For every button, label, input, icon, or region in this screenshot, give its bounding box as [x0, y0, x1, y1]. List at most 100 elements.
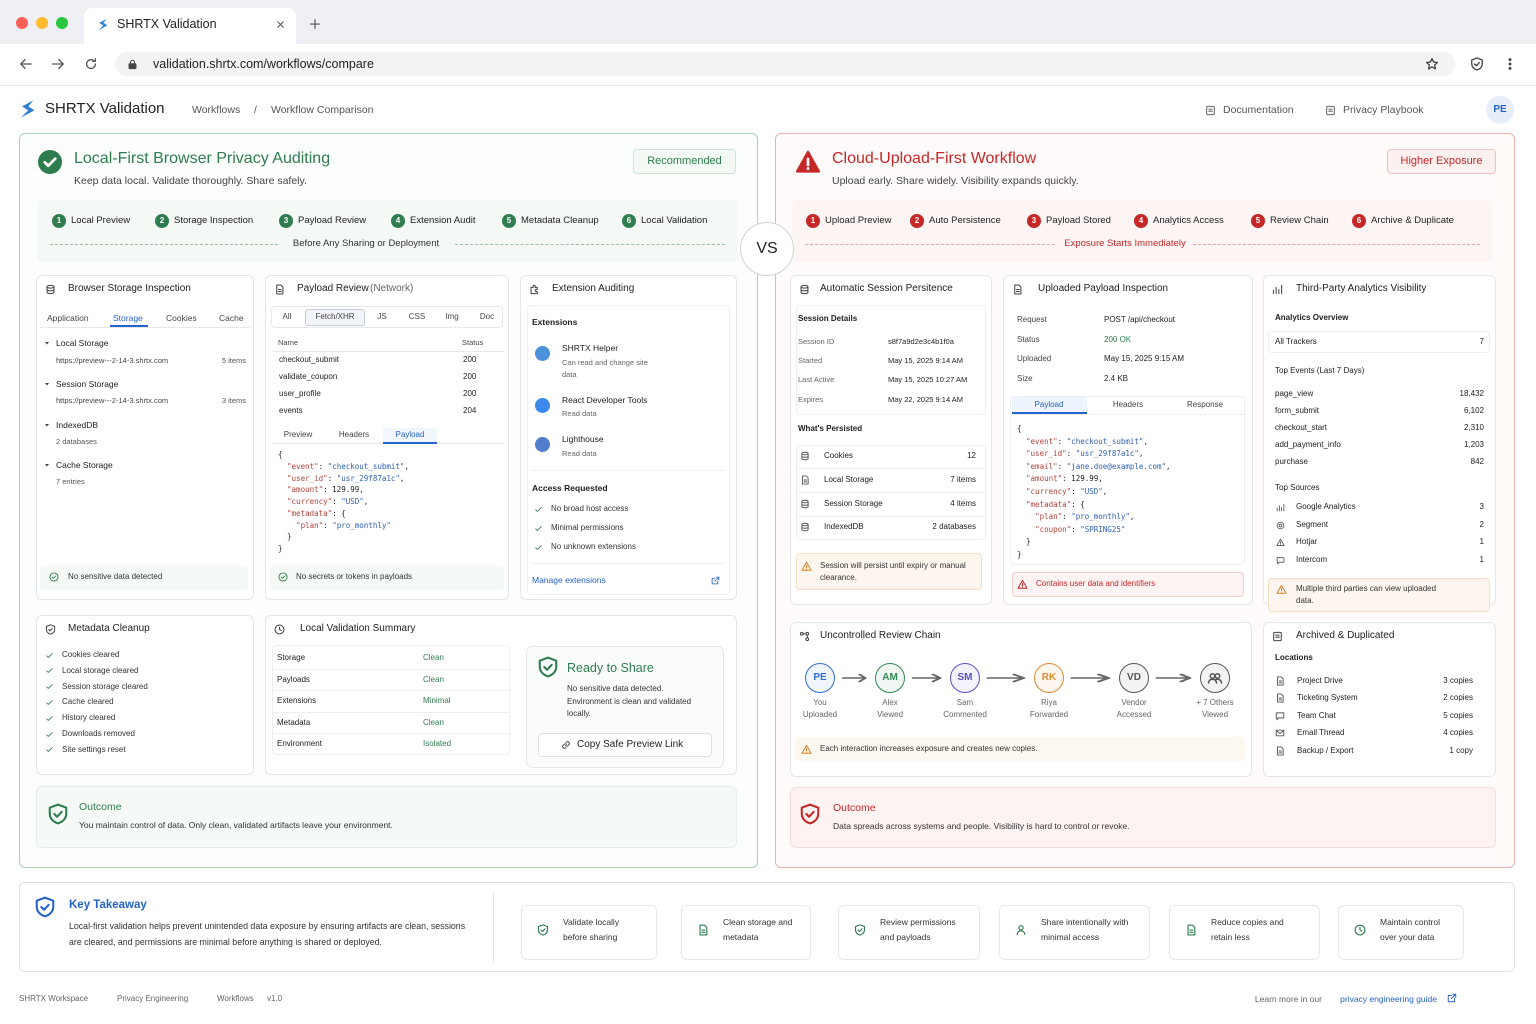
step-circle	[1134, 214, 1148, 228]
dashed-line	[455, 244, 725, 245]
divider	[532, 563, 724, 564]
status-box	[40, 565, 248, 590]
icon	[48, 803, 68, 825]
persisted-label: IndexedDB	[824, 522, 864, 531]
step-number: 1	[56, 216, 62, 225]
breadcrumb[interactable]: Workflow Comparison	[271, 104, 374, 116]
nav-link[interactable]: Documentation	[1223, 104, 1294, 116]
step-number: 5	[506, 216, 512, 225]
code-token: : {	[332, 508, 346, 518]
link[interactable]: Manage extensions	[532, 575, 606, 585]
step-label: Archive & Duplicate	[1371, 215, 1454, 226]
extension-name: SHRTX Helper	[562, 343, 619, 353]
status-text: No sensitive data detected	[68, 572, 163, 581]
code-token: "usr_29f87a1c"	[336, 473, 400, 483]
icon-part	[53, 810, 63, 818]
tab[interactable]: Response	[1186, 400, 1224, 409]
steps-bar	[792, 200, 1493, 262]
tab[interactable]: Headers	[1112, 400, 1144, 409]
icon-part	[20, 100, 35, 118]
icon	[128, 59, 136, 69]
step-circle	[622, 214, 636, 228]
extension-name: React Developer Tools	[562, 395, 648, 405]
tab[interactable]: Storage	[113, 313, 143, 323]
summary-label: Extensions	[277, 696, 317, 705]
address-bar[interactable]	[115, 52, 1455, 76]
filter[interactable]: JS	[377, 312, 387, 321]
person-action: Viewed	[1201, 710, 1229, 719]
divider	[493, 892, 494, 962]
warning-box	[796, 553, 982, 590]
filter[interactable]: All	[282, 312, 292, 321]
icon-part	[275, 284, 283, 294]
icon	[1354, 924, 1366, 936]
badge-text: Recommended	[647, 155, 722, 167]
icon	[1207, 673, 1223, 684]
footer-link[interactable]: privacy engineering guide	[1340, 994, 1437, 1004]
extension[interactable]	[1470, 57, 1484, 71]
icon-part	[40, 903, 50, 911]
code-token	[278, 497, 287, 506]
step-label: Extension Audit	[410, 215, 476, 226]
icon-part	[543, 663, 553, 671]
icon-part	[1013, 284, 1021, 294]
code-token	[278, 485, 287, 494]
icon-part	[1276, 584, 1286, 594]
tab[interactable]: Payload	[1034, 400, 1064, 409]
card	[1263, 275, 1496, 605]
nav-link[interactable]: Privacy Playbook	[1343, 104, 1424, 116]
forward[interactable]	[51, 57, 65, 71]
filter[interactable]: CSS	[408, 312, 426, 321]
avatar-initials[interactable]: PE	[1493, 104, 1507, 115]
filter[interactable]: Img	[445, 312, 459, 321]
summary-value: Clean	[423, 674, 444, 684]
icon	[49, 572, 59, 582]
icon-part	[97, 18, 107, 30]
code-token: "pro_monthly"	[332, 520, 391, 530]
avatar[interactable]	[1486, 96, 1514, 124]
filter[interactable]: Doc	[479, 312, 495, 321]
icon-part	[280, 575, 286, 579]
bookmark[interactable]	[1425, 57, 1439, 71]
icon-part	[801, 451, 809, 456]
tab[interactable]: Payload	[395, 430, 425, 439]
tab[interactable]: Cookies	[166, 313, 197, 323]
reload[interactable]	[84, 57, 98, 71]
step-circle	[1251, 214, 1265, 228]
filter[interactable]: Fetch/XHR	[315, 312, 355, 321]
button-label[interactable]: Copy Safe Preview Link	[577, 739, 684, 750]
location-name: Ticketing System	[1297, 693, 1358, 702]
icon-part	[1447, 993, 1457, 1003]
tab-close[interactable]	[275, 19, 286, 30]
menu[interactable]	[1503, 57, 1517, 71]
copy-button[interactable]	[538, 733, 712, 757]
summary-value: Minimal	[423, 696, 451, 705]
browser-tab[interactable]	[84, 8, 296, 44]
tab[interactable]: Headers	[338, 430, 370, 439]
event-name: page_view	[1275, 389, 1314, 398]
cleanup-item: Cache cleared	[62, 697, 114, 707]
external-link[interactable]	[1447, 993, 1457, 1003]
tab[interactable]: Preview	[283, 430, 313, 439]
tab-bar	[1010, 396, 1245, 414]
new-tab[interactable]	[309, 18, 321, 30]
tab[interactable]: Cache	[219, 313, 244, 323]
tab[interactable]: Application	[47, 313, 89, 323]
external-link[interactable]	[711, 576, 720, 585]
tree-label: Session Storage	[56, 379, 119, 389]
breadcrumb[interactable]: Workflows	[192, 104, 241, 116]
badge	[1387, 149, 1496, 174]
icon-part	[534, 525, 542, 531]
back[interactable]	[19, 57, 33, 71]
icon-part	[274, 624, 284, 634]
takeaway-item	[681, 905, 811, 960]
tab-title[interactable]: SHRTX Validation	[117, 17, 217, 31]
step-number: 1	[810, 216, 816, 225]
code-token: "checkout_submit"	[1066, 436, 1144, 446]
url[interactable]: validation.shrtx.com/workflows/compare	[153, 57, 374, 71]
card-title: Uploaded Payload Inspection	[1038, 283, 1169, 294]
icon	[1276, 556, 1284, 564]
arrow	[1155, 673, 1192, 683]
code-token: {	[278, 450, 283, 459]
icon-part	[701, 929, 706, 933]
